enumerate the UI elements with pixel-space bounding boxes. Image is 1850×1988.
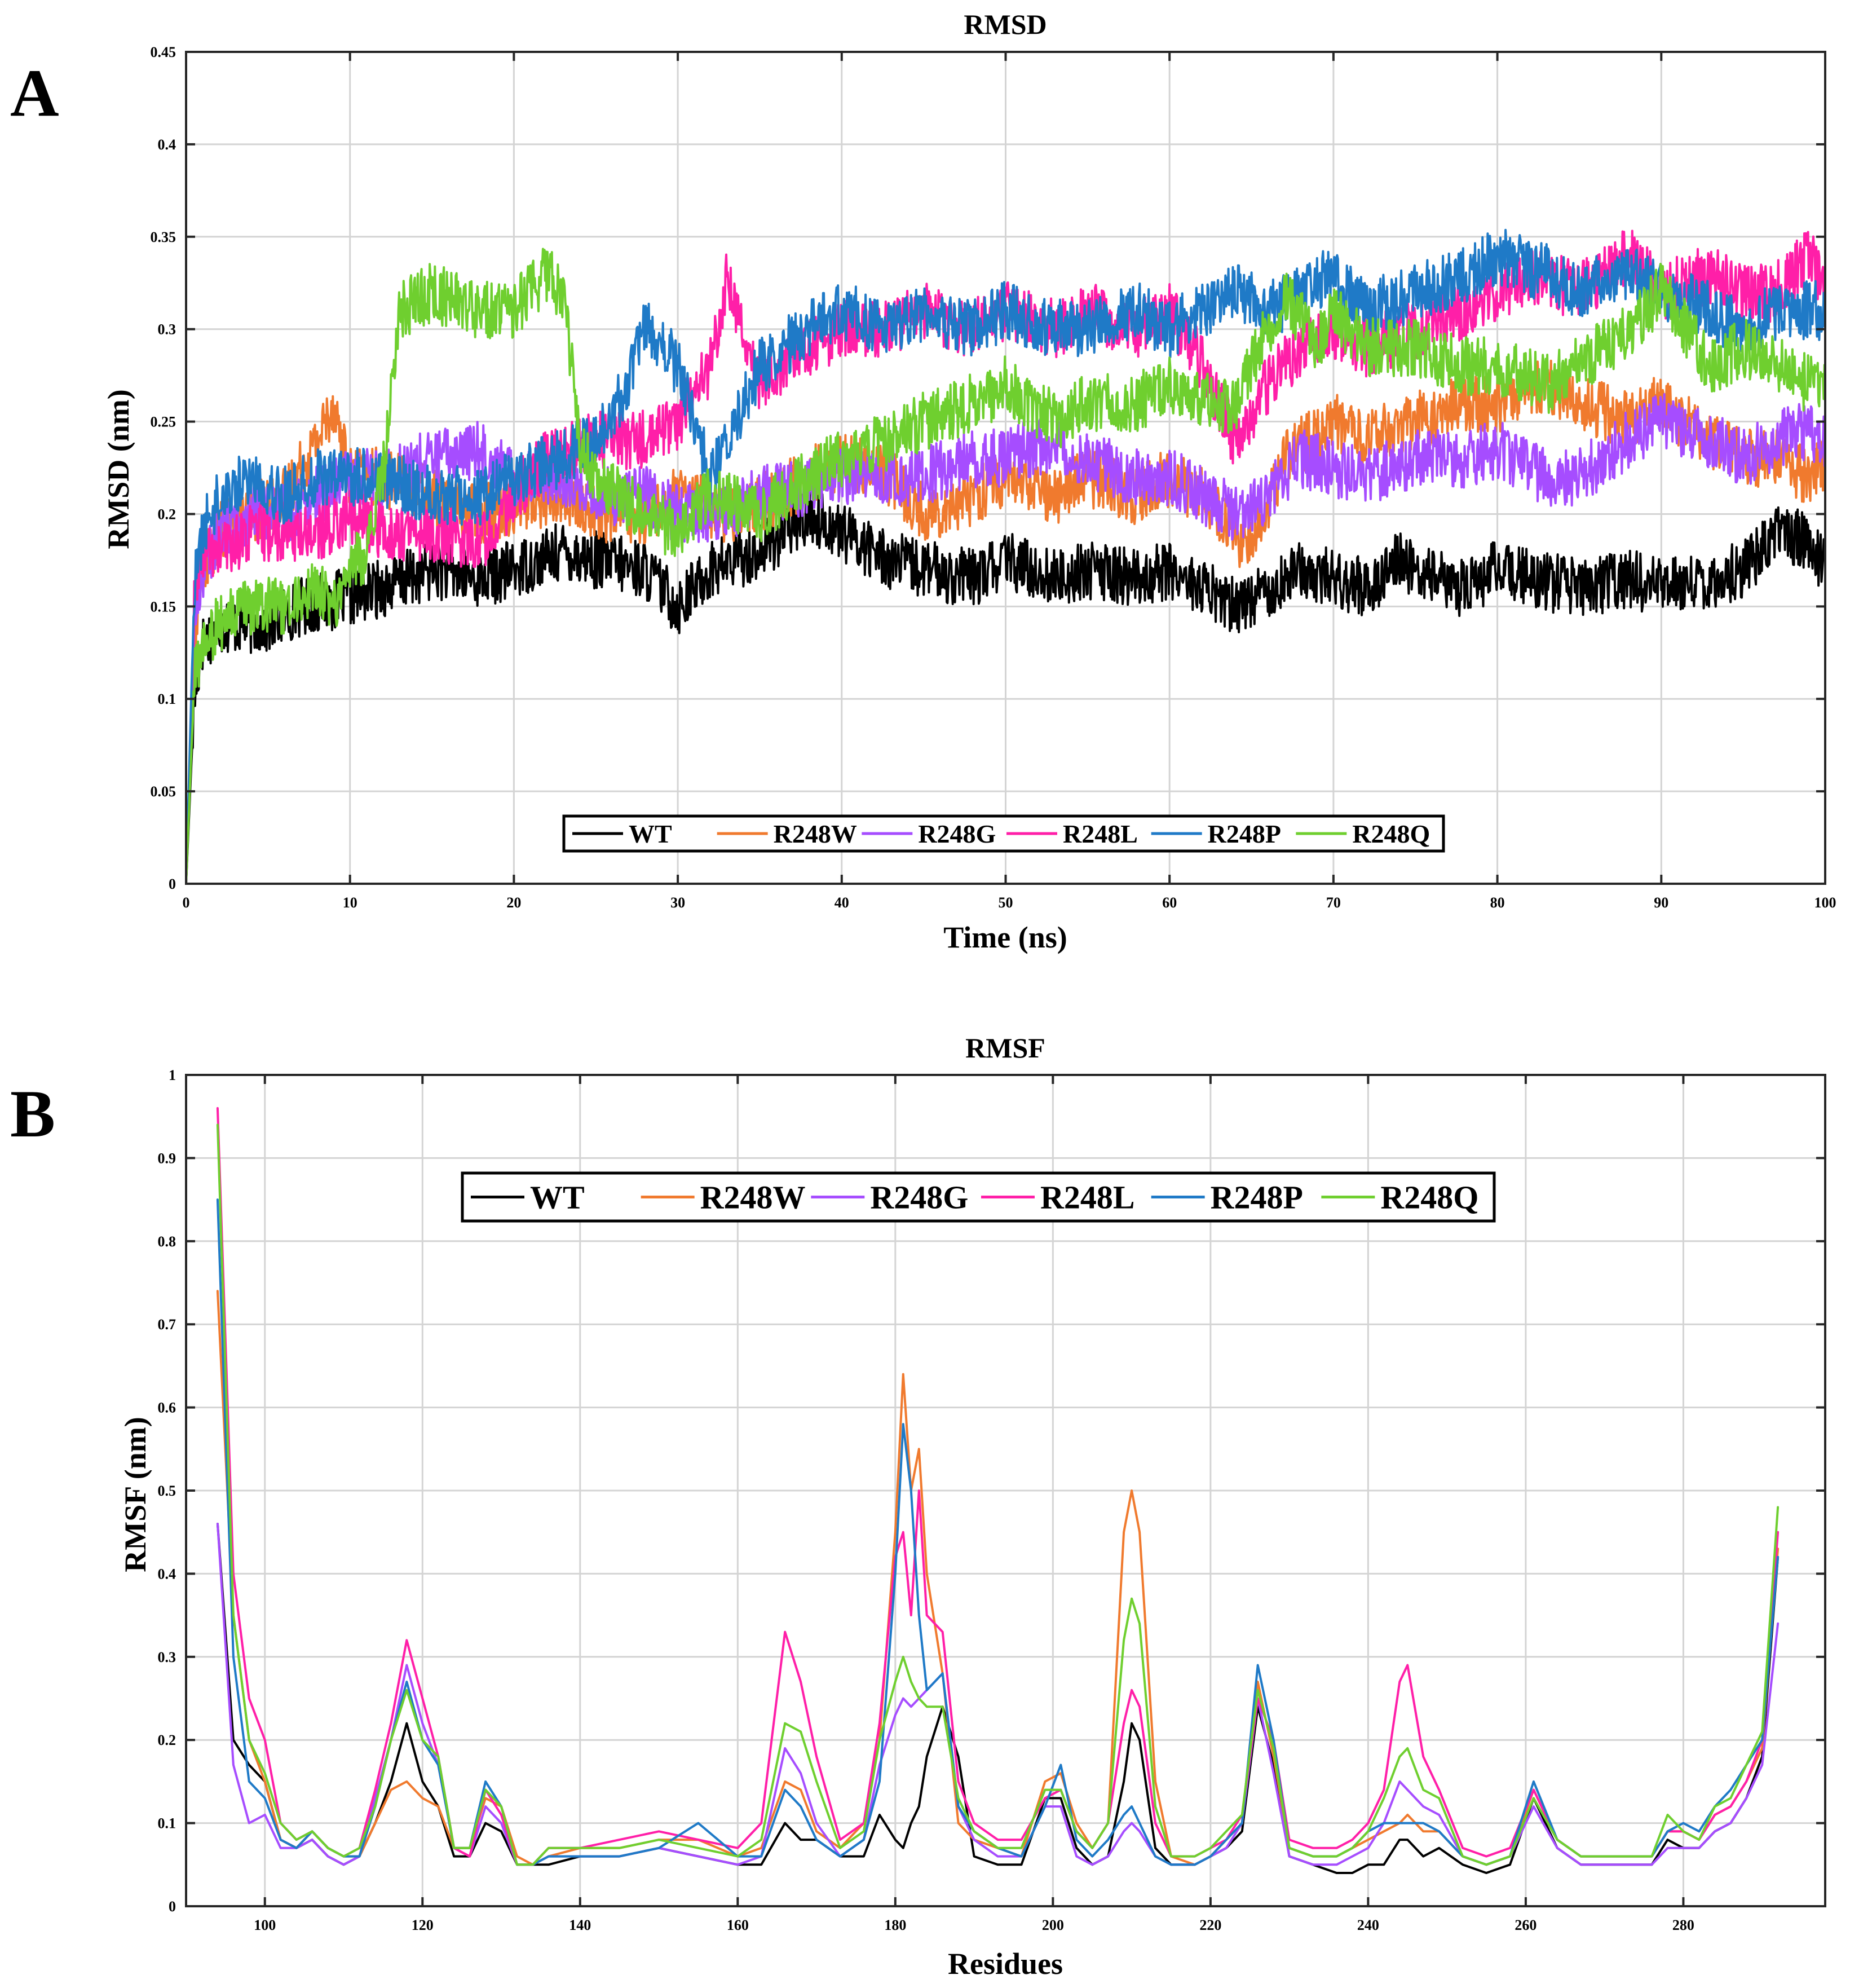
rmsd-y-tick-label-8: 0.4	[158, 136, 176, 153]
rmsd-y-tick-label-3: 0.15	[151, 598, 176, 615]
rmsd-series-line-r248p	[185, 228, 1826, 885]
rmsf-y-tick-label-8: 0.8	[158, 1233, 176, 1250]
rmsd-ticks: 0 10 20 30 40 50 60 70 80 90 100 0 0.05 0.1 0.15 0.2 0.2…	[151, 44, 1836, 911]
rmsd-y-tick-label-7: 0.35	[151, 229, 176, 245]
rmsd-x-tick-label-9: 90	[1654, 894, 1668, 911]
rmsd-x-tick-label-10: 100	[1814, 894, 1836, 911]
rmsf-x-tick-label-0: 100	[254, 1917, 276, 1933]
rmsd-y-tick-label-0: 0	[169, 876, 176, 892]
rmsf-series	[216, 1107, 1780, 1874]
rmsf-y-tick-label-2: 0.2	[158, 1732, 176, 1748]
rmsd-y-tick-label-5: 0.25	[151, 414, 176, 430]
rmsf-y-tick-label-5: 0.5	[158, 1483, 176, 1499]
rmsd-y-tick-label-2: 0.1	[158, 691, 176, 707]
rmsf-series-line-r248q	[216, 1123, 1780, 1866]
rmsf-y-tick-label-7: 0.7	[158, 1316, 176, 1333]
rmsf-legend-label-r248g: R248G	[870, 1179, 968, 1216]
rmsd-y-tick-label-4: 0.2	[158, 506, 176, 522]
rmsf-y-tick-label-9: 0.9	[158, 1150, 176, 1166]
rmsf-series-line-wt	[216, 1523, 1780, 1874]
rmsf-x-tick-label-8: 260	[1515, 1917, 1536, 1933]
rmsd-legend-label-wt: WT	[629, 819, 672, 848]
rmsf-legend: WT R248W R248G R248L R248P R248Q	[461, 1171, 1496, 1223]
rmsf-y-tick-label-4: 0.4	[158, 1566, 176, 1582]
rmsf-y-tick-label-0: 0	[169, 1898, 176, 1915]
panel-letter-b: B	[10, 1076, 55, 1151]
rmsf-x-tick-label-6: 220	[1199, 1917, 1221, 1933]
rmsd-y-tick-label-1: 0.05	[151, 783, 176, 800]
rmsf-legend-label-r248w: R248W	[700, 1179, 806, 1216]
rmsf-x-tick-label-4: 180	[884, 1917, 906, 1933]
rmsd-series-line-wt	[185, 487, 1826, 885]
rmsd-x-axis-label: Time (ns)	[943, 920, 1067, 954]
rmsd-chart: RMSD Time (ns) RMSD (nm) 0 10 20 30 40 50 60 70…	[101, 8, 1836, 954]
rmsf-legend-label-r248l: R248L	[1040, 1179, 1135, 1216]
rmsd-legend-label-r248q: R248Q	[1352, 819, 1430, 848]
rmsd-series-line-r248q	[185, 248, 1826, 885]
rmsf-ticks: 100 120 140 160 180 200 220 240 260 280 0 0.1 0.2 0.3…	[158, 1067, 1825, 1933]
rmsf-y-tick-label-10: 1	[169, 1067, 176, 1083]
rmsd-y-tick-label-9: 0.45	[151, 44, 176, 60]
rmsf-legend-label-r248q: R248Q	[1380, 1179, 1478, 1216]
rmsf-x-tick-label-5: 200	[1042, 1917, 1064, 1933]
rmsd-x-tick-label-0: 0	[183, 894, 190, 911]
panel-letter-a: A	[10, 55, 59, 130]
rmsd-x-tick-label-3: 30	[670, 894, 685, 911]
rmsd-legend-label-r248l: R248L	[1063, 819, 1138, 848]
rmsd-series-line-r248g	[185, 393, 1826, 885]
rmsd-x-tick-label-7: 70	[1326, 894, 1341, 911]
rmsf-x-tick-label-7: 240	[1357, 1917, 1379, 1933]
rmsd-x-tick-label-6: 60	[1162, 894, 1177, 911]
rmsd-x-tick-label-1: 10	[343, 894, 357, 911]
rmsd-series	[185, 228, 1826, 885]
rmsf-x-tick-label-2: 140	[569, 1917, 591, 1933]
rmsf-chart-title: RMSF	[965, 1032, 1045, 1064]
rmsd-x-tick-label-8: 80	[1490, 894, 1505, 911]
rmsd-x-tick-label-4: 40	[835, 894, 849, 911]
rmsf-x-tick-label-3: 160	[727, 1917, 749, 1933]
rmsd-y-tick-label-6: 0.3	[158, 321, 176, 338]
rmsf-x-tick-label-1: 120	[412, 1917, 434, 1933]
rmsd-chart-title: RMSD	[964, 8, 1047, 40]
rmsf-y-axis-label: RMSF (nm)	[118, 1417, 152, 1572]
rmsf-y-tick-label-6: 0.6	[158, 1400, 176, 1416]
rmsf-legend-label-r248p: R248P	[1211, 1179, 1303, 1216]
rmsd-grid	[186, 52, 1825, 884]
rmsd-legend-label-r248g: R248G	[918, 819, 996, 848]
rmsd-x-tick-label-2: 20	[506, 894, 521, 911]
rmsf-x-tick-label-9: 280	[1672, 1917, 1694, 1933]
rmsd-y-axis-label: RMSD (nm)	[101, 389, 135, 549]
rmsf-series-line-r248p	[216, 1198, 1780, 1866]
rmsf-y-tick-label-1: 0.1	[158, 1815, 176, 1832]
rmsf-legend-label-wt: WT	[530, 1179, 585, 1216]
rmsd-legend-label-r248p: R248P	[1208, 819, 1281, 848]
rmsf-chart: RMSF Residues RMSF (nm) 100 120 140 160 180 2…	[118, 1032, 1826, 1981]
rmsd-x-tick-label-5: 50	[999, 894, 1013, 911]
rmsd-legend: WT R248W R248G R248L R248P R248Q	[562, 814, 1445, 853]
rmsf-series-line-r248w	[216, 1290, 1780, 1866]
rmsf-x-axis-label: Residues	[948, 1947, 1063, 1981]
rmsd-legend-label-r248w: R248W	[774, 819, 857, 848]
rmsf-y-tick-label-3: 0.3	[158, 1649, 176, 1665]
